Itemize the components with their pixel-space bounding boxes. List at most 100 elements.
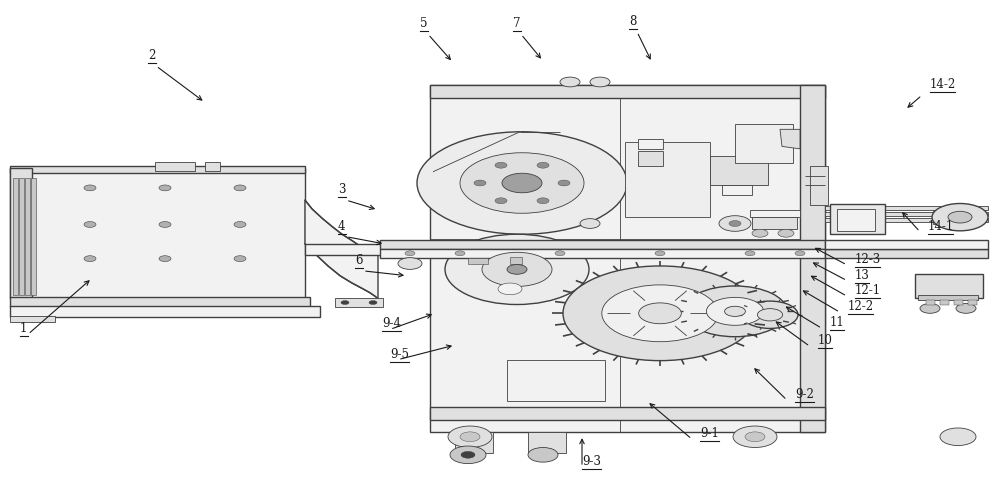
Bar bbox=[10, 297, 310, 307]
Text: 2: 2 bbox=[148, 49, 155, 62]
Text: 6: 6 bbox=[355, 254, 362, 267]
Bar bbox=[10, 168, 305, 298]
Bar bbox=[528, 432, 566, 453]
Bar bbox=[10, 166, 305, 173]
Circle shape bbox=[795, 251, 805, 256]
Bar bbox=[468, 258, 488, 264]
Bar bbox=[968, 300, 977, 305]
Circle shape bbox=[528, 447, 558, 462]
Circle shape bbox=[445, 234, 589, 305]
Text: 12-3: 12-3 bbox=[855, 253, 881, 266]
Text: 12-1: 12-1 bbox=[855, 284, 881, 297]
Circle shape bbox=[602, 285, 718, 342]
Bar bbox=[800, 85, 825, 432]
Bar bbox=[430, 407, 825, 420]
Bar bbox=[933, 211, 961, 224]
Bar bbox=[830, 204, 885, 234]
Bar bbox=[954, 300, 963, 305]
Circle shape bbox=[932, 203, 988, 231]
Bar bbox=[825, 240, 988, 249]
Circle shape bbox=[84, 222, 96, 227]
Circle shape bbox=[752, 229, 768, 237]
Polygon shape bbox=[780, 129, 800, 149]
Circle shape bbox=[719, 216, 751, 231]
Circle shape bbox=[455, 251, 465, 256]
Circle shape bbox=[460, 153, 584, 213]
Circle shape bbox=[778, 229, 794, 237]
Circle shape bbox=[495, 198, 507, 203]
Circle shape bbox=[84, 185, 96, 191]
Text: 14-1: 14-1 bbox=[928, 220, 954, 233]
Bar bbox=[825, 218, 988, 222]
Bar bbox=[380, 240, 825, 249]
Circle shape bbox=[563, 266, 757, 361]
Circle shape bbox=[920, 304, 940, 313]
Circle shape bbox=[757, 308, 783, 321]
Circle shape bbox=[940, 428, 976, 446]
Bar bbox=[335, 298, 383, 307]
Bar bbox=[25, 178, 30, 295]
Circle shape bbox=[405, 251, 415, 256]
Circle shape bbox=[448, 426, 492, 447]
Bar bbox=[837, 209, 875, 231]
Circle shape bbox=[369, 301, 377, 305]
Circle shape bbox=[706, 297, 764, 325]
Circle shape bbox=[742, 301, 798, 328]
Polygon shape bbox=[305, 200, 378, 299]
Circle shape bbox=[417, 132, 627, 234]
Circle shape bbox=[482, 252, 552, 286]
Circle shape bbox=[495, 163, 507, 168]
Bar bbox=[430, 85, 825, 98]
Bar bbox=[750, 210, 800, 217]
Circle shape bbox=[234, 222, 246, 227]
Bar bbox=[918, 295, 978, 300]
Bar bbox=[625, 142, 710, 217]
Bar bbox=[638, 151, 663, 166]
Bar bbox=[155, 162, 195, 171]
Circle shape bbox=[745, 251, 755, 256]
Circle shape bbox=[558, 180, 570, 186]
Text: 5: 5 bbox=[420, 17, 428, 30]
Bar bbox=[430, 85, 825, 432]
Bar bbox=[205, 162, 220, 171]
Text: 7: 7 bbox=[513, 17, 520, 30]
Text: 9-4: 9-4 bbox=[382, 317, 401, 330]
Circle shape bbox=[745, 432, 765, 442]
Circle shape bbox=[461, 451, 475, 458]
Text: 1: 1 bbox=[20, 322, 27, 335]
Circle shape bbox=[234, 185, 246, 191]
Circle shape bbox=[474, 180, 486, 186]
Text: 9-5: 9-5 bbox=[390, 347, 409, 361]
Circle shape bbox=[733, 426, 777, 447]
Text: 9-1: 9-1 bbox=[700, 427, 719, 440]
Bar bbox=[940, 300, 949, 305]
Text: 4: 4 bbox=[338, 220, 346, 233]
Circle shape bbox=[398, 258, 422, 269]
Circle shape bbox=[725, 306, 745, 316]
Text: 10: 10 bbox=[818, 334, 833, 347]
Bar bbox=[722, 185, 752, 195]
Circle shape bbox=[683, 286, 787, 337]
Circle shape bbox=[590, 77, 610, 87]
Text: 3: 3 bbox=[338, 183, 346, 196]
Bar bbox=[10, 306, 320, 317]
Bar bbox=[507, 360, 605, 401]
Circle shape bbox=[560, 77, 580, 87]
Circle shape bbox=[580, 219, 600, 228]
Bar bbox=[455, 432, 493, 453]
Circle shape bbox=[507, 264, 527, 274]
Bar bbox=[825, 249, 988, 258]
Circle shape bbox=[498, 283, 522, 295]
Text: 9-2: 9-2 bbox=[795, 388, 814, 401]
Circle shape bbox=[159, 256, 171, 262]
Circle shape bbox=[948, 211, 972, 223]
Bar bbox=[825, 212, 988, 216]
Bar bbox=[638, 139, 663, 149]
Bar bbox=[19, 178, 24, 295]
Circle shape bbox=[555, 251, 565, 256]
Circle shape bbox=[639, 303, 681, 324]
Circle shape bbox=[502, 173, 542, 193]
Bar bbox=[825, 206, 988, 210]
Circle shape bbox=[341, 301, 349, 305]
Bar bbox=[305, 244, 387, 255]
